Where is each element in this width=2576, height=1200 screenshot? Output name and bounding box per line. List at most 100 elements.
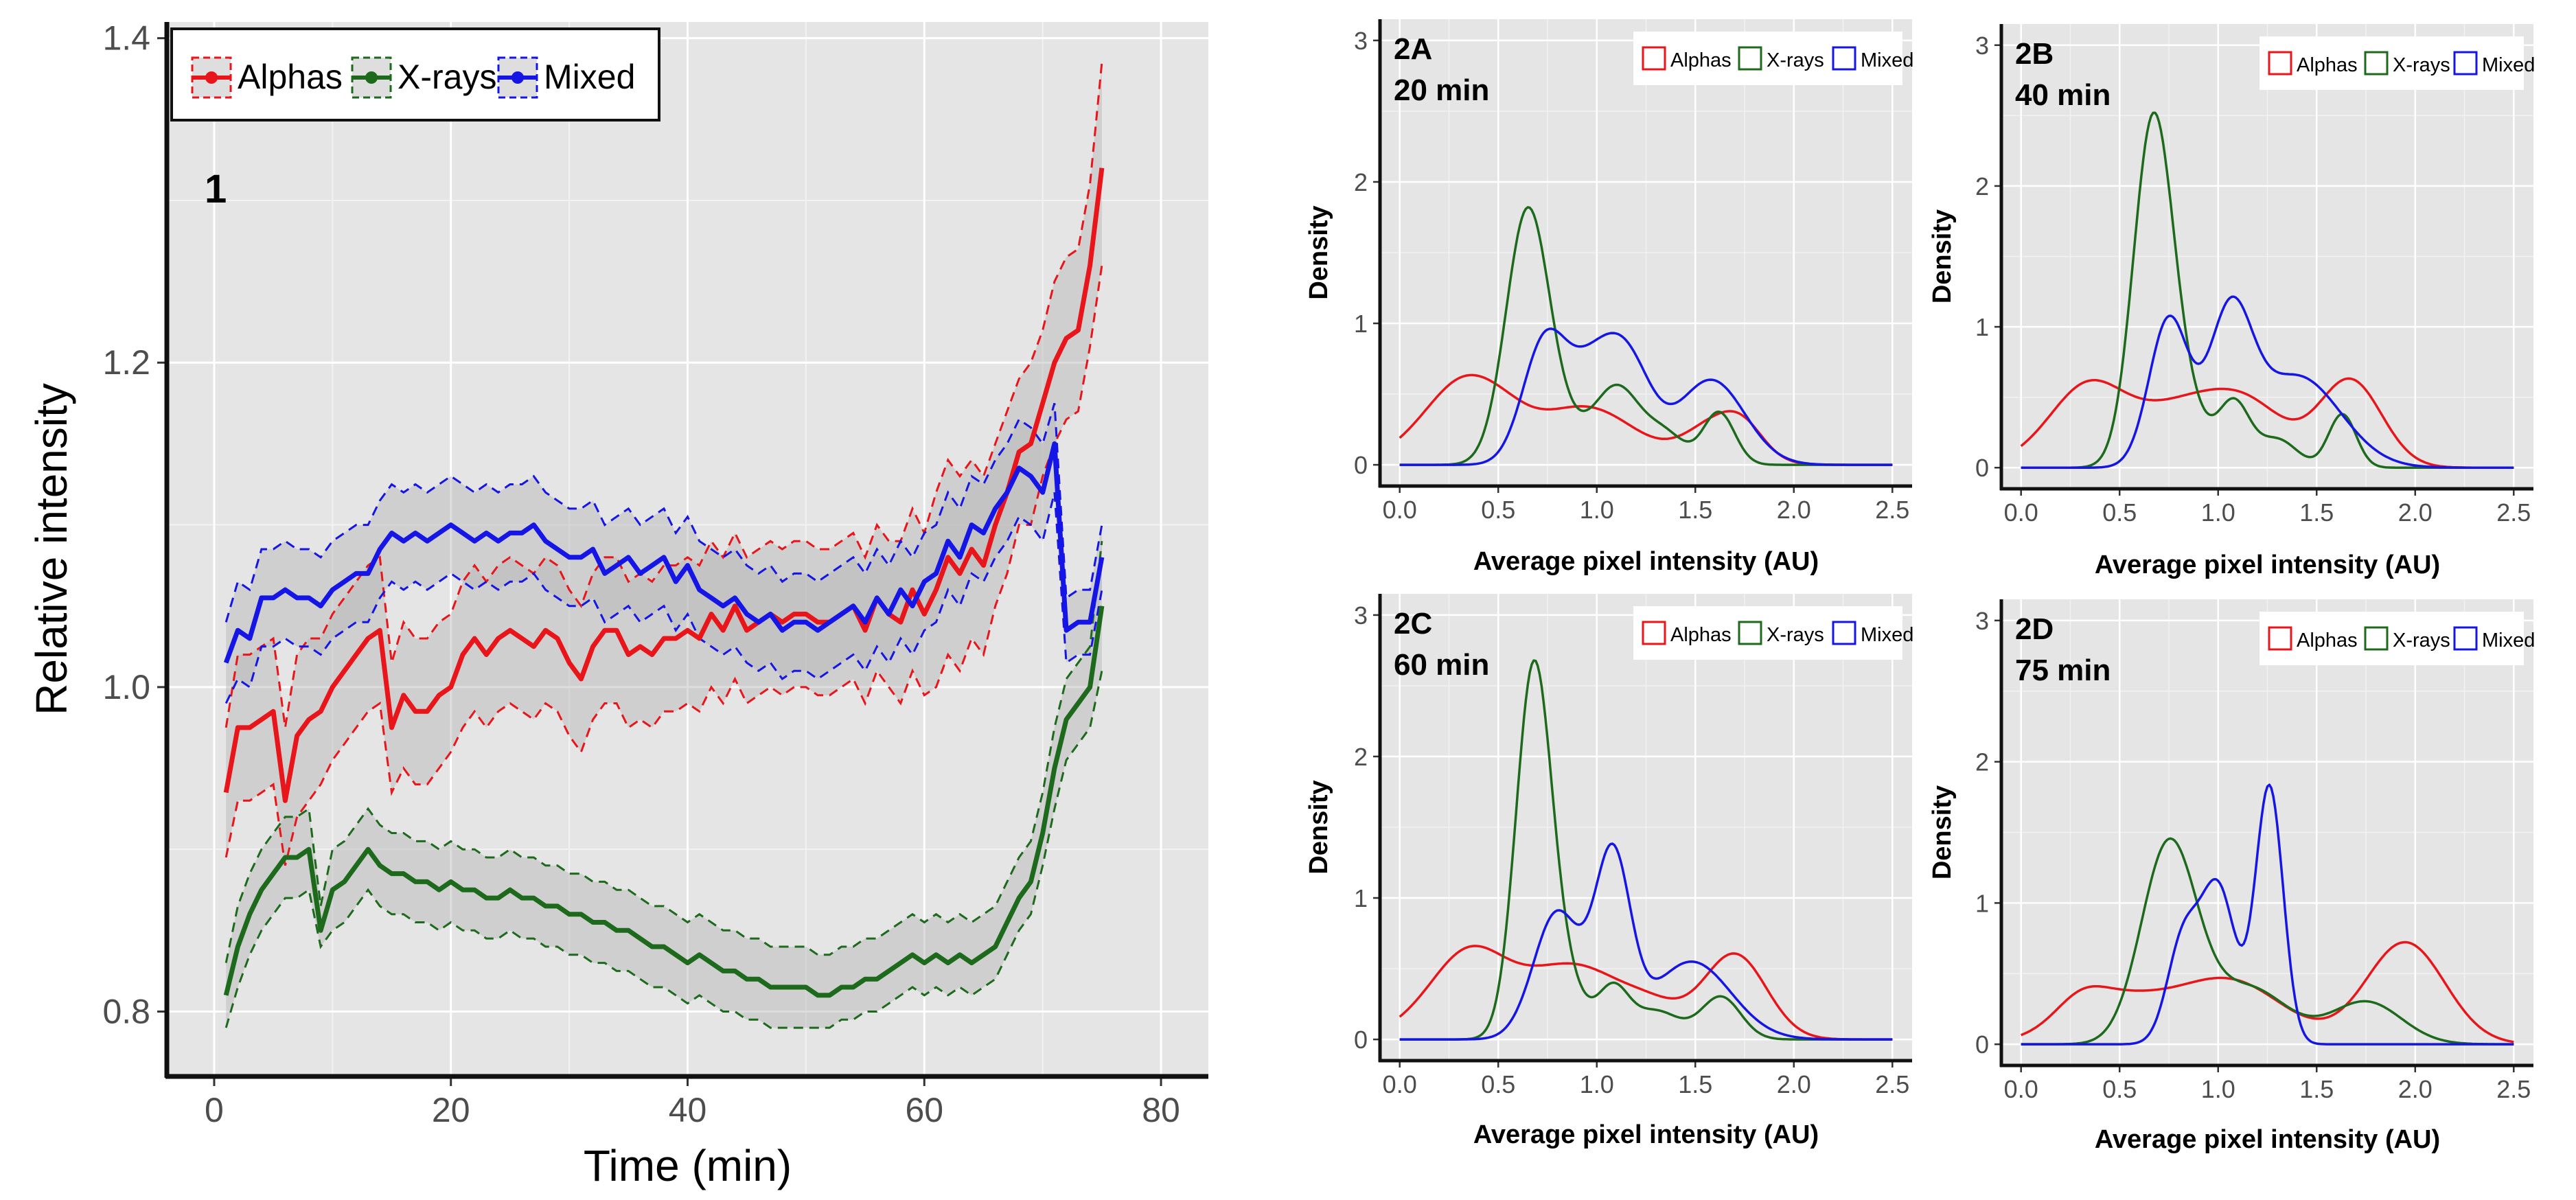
y-tick-label: 2 [1975, 172, 1989, 200]
ribbon-mixed [226, 403, 1102, 704]
panel-label: 2D [2015, 612, 2054, 646]
legend-box [2259, 612, 2524, 665]
ribbon-x-rays [226, 541, 1102, 1028]
panel-2d: 0.0 0.5 1.0 1.5 2.0 2.5 0 1 2 3 Average pixel inte… [1928, 599, 2535, 1154]
legend-label-alphas: Alphas [1670, 624, 1732, 646]
legend: Alphas X-rays Mixed [2259, 612, 2535, 665]
y-tick-label: 0 [1975, 454, 1989, 482]
legend-label-x-rays: X-rays [398, 58, 496, 96]
x-axis-label: Time (min) [584, 1141, 792, 1190]
x-axis-label: Average pixel intensity (AU) [1473, 1120, 1819, 1149]
y-axis-label: Density [1304, 780, 1333, 874]
legend-key-x-rays [1738, 46, 1762, 71]
y-axis-label: Density [1928, 209, 1957, 303]
series-line-alphas [223, 168, 1105, 803]
legend-label-mixed: Mixed [544, 58, 635, 96]
y-tick-label: 1 [1975, 313, 1989, 341]
x-tick-label: 2.5 [1875, 496, 1909, 524]
legend-box [170, 27, 660, 122]
x-tick-label: 1.0 [1580, 496, 1614, 524]
legend-label-alphas: Alphas [238, 58, 343, 96]
y-tick-label: 1 [1354, 310, 1368, 338]
y-tick-label: 2 [1354, 743, 1368, 771]
x-tick-label: 2.0 [1777, 1070, 1811, 1098]
panel-subtitle: 75 min [2015, 654, 2111, 687]
density-curve-mixed [1399, 842, 1893, 1041]
y-tick-label: 1.4 [102, 19, 150, 58]
y-tick-label: 1 [1354, 884, 1368, 912]
x-tick-label: 2.5 [2496, 498, 2531, 527]
y-axis-label: Density [1304, 205, 1333, 299]
legend-key-alphas [2268, 626, 2292, 651]
y-axis-label: Relative intensity [27, 383, 76, 715]
x-tick-label: 0 [205, 1091, 224, 1129]
x-tick-label: 0.5 [2102, 498, 2137, 527]
y-tick-label: 0 [1975, 1030, 1989, 1059]
panel-1: 0 20 40 60 80 0.8 1.0 1.2 1.4 Time (min) Relative … [27, 19, 1208, 1190]
legend-label-x-rays: X-rays [2393, 54, 2450, 76]
y-axis-label: Density [1928, 785, 1957, 879]
x-tick-label: 1.5 [2299, 498, 2334, 527]
y-tick-label: 3 [1975, 32, 1989, 60]
band-upper-x-rays [225, 541, 1103, 963]
y-tick-label: 0.8 [102, 992, 150, 1030]
legend-label-x-rays: X-rays [1767, 624, 1824, 646]
x-axis-label: Average pixel intensity (AU) [2095, 1125, 2440, 1154]
panel-2b: 0.0 0.5 1.0 1.5 2.0 2.5 0 1 2 3 Average pixel inte… [1928, 24, 2535, 579]
legend-key-alphas [1642, 621, 1666, 645]
x-tick-label: 1.5 [1678, 1070, 1712, 1098]
x-tick-label: 1.5 [2299, 1075, 2334, 1103]
panel-label: 1 [205, 167, 227, 211]
panel-subtitle: 40 min [2015, 78, 2111, 112]
panel-label: 2A [1394, 32, 1432, 66]
x-tick-label: 1.0 [2201, 498, 2235, 527]
panel-subtitle: 60 min [1394, 648, 1489, 682]
x-tick-label: 20 [432, 1091, 470, 1129]
legend-label-mixed: Mixed [2482, 54, 2535, 76]
density-curve-alphas [2020, 377, 2514, 469]
panel-label: 2B [2015, 37, 2054, 71]
legend-box [2259, 36, 2524, 90]
density-curve-mixed [2021, 295, 2514, 469]
x-tick-label: 40 [669, 1091, 707, 1129]
x-tick-label: 1.0 [2201, 1075, 2235, 1103]
y-tick-label: 2 [1354, 168, 1368, 196]
x-tick-label: 1.5 [1678, 496, 1712, 524]
legend-label-mixed: Mixed [1861, 49, 1913, 71]
y-tick-label: 1 [1975, 889, 1989, 917]
legend: Alphas X-rays Mixed [1633, 32, 1913, 85]
panel-subtitle: 20 min [1394, 73, 1489, 107]
legend-label-alphas: Alphas [1670, 49, 1732, 71]
legend-label-mixed: Mixed [2482, 630, 2535, 651]
y-tick-label: 3 [1354, 601, 1368, 630]
legend-key-mixed [2453, 626, 2478, 651]
legend-key-point [365, 71, 378, 84]
legend-label-alphas: Alphas [2297, 630, 2358, 651]
legend-key-mixed [1832, 46, 1856, 71]
x-tick-label: 2.5 [2496, 1075, 2531, 1103]
x-tick-label: 1.0 [1580, 1070, 1614, 1098]
y-tick-label: 2 [1975, 748, 1989, 776]
ribbon-alphas [226, 62, 1102, 866]
y-tick-label: 1.2 [102, 343, 150, 382]
y-tick-label: 0 [1354, 451, 1368, 479]
x-tick-label: 0.5 [2102, 1075, 2137, 1103]
panel-2c: 0.0 0.5 1.0 1.5 2.0 2.5 0 1 2 3 Average pixel inte… [1304, 594, 1913, 1149]
legend-box [1633, 32, 1902, 85]
legend-key-x-rays [1738, 621, 1762, 645]
band-lower-alphas [225, 265, 1103, 866]
legend-key-alphas [1642, 46, 1666, 71]
legend-label-x-rays: X-rays [2393, 630, 2450, 651]
density-curve-x-rays [2021, 837, 2514, 1046]
legend-label-x-rays: X-rays [1767, 49, 1824, 71]
x-axis-label: Average pixel intensity (AU) [2095, 551, 2440, 579]
band-lower-mixed [225, 492, 1103, 704]
legend: Alphas X-rays Mixed [1633, 606, 1913, 660]
panel-2a: 0.0 0.5 1.0 1.5 2.0 2.5 0 1 2 3 Average pixel inte… [1304, 19, 1913, 576]
density-curve-alphas [1399, 945, 1893, 1041]
y-tick-label: 1.0 [102, 668, 150, 706]
x-tick-label: 80 [1142, 1091, 1180, 1129]
legend-key-mixed [2453, 51, 2478, 76]
x-tick-label: 2.0 [2398, 498, 2433, 527]
y-tick-label: 3 [1354, 27, 1368, 55]
